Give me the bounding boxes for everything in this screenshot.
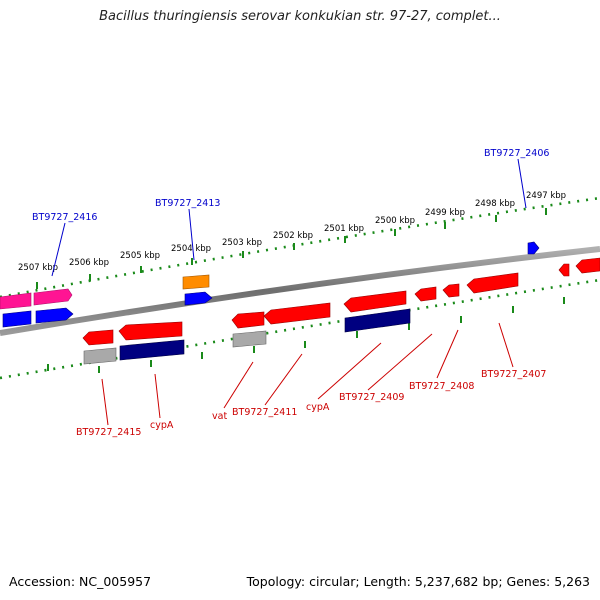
gene-label[interactable]: BT9727_2415	[76, 427, 141, 438]
gene-arrow[interactable]	[558, 263, 570, 277]
topology-text: Topology: circular; Length: 5,237,682 bp…	[246, 574, 590, 589]
tick-label: 2506 kbp	[69, 258, 109, 268]
inner-major-ticks	[47, 297, 565, 373]
gene-arrow[interactable]	[182, 274, 210, 290]
gene-label[interactable]: vat	[212, 411, 227, 422]
tick-label: 2504 kbp	[171, 244, 211, 254]
gene-label[interactable]: BT9727_2411	[232, 407, 297, 418]
tick-label: 2500 kbp	[375, 216, 415, 226]
gene-arrow[interactable]	[184, 291, 213, 306]
gene-arrow[interactable]	[442, 283, 460, 298]
gene-arrow[interactable]	[344, 308, 411, 333]
gene-arrow[interactable]	[118, 321, 183, 341]
tick-label: 2498 kbp	[475, 199, 515, 209]
forward-strand-genes	[0, 241, 540, 328]
gene-label[interactable]: BT9727_2408	[409, 381, 474, 392]
gene-arrow[interactable]	[343, 290, 407, 313]
gene-label[interactable]: BT9727_2413	[155, 198, 220, 209]
top-gene-labels: BT9727_2416 BT9727_2413 BT9727_2406	[32, 148, 549, 223]
gene-arrow[interactable]	[232, 330, 267, 348]
gene-arrow[interactable]	[466, 272, 519, 294]
gene-arrow[interactable]	[263, 302, 331, 325]
gene-arrow[interactable]	[83, 347, 117, 365]
tick-label: 2501 kbp	[324, 224, 364, 234]
bottom-gene-labels: BT9727_2415 cypA vat BT9727_2411 cypA BT…	[76, 369, 546, 438]
gene-arrow[interactable]	[35, 307, 74, 324]
gene-label[interactable]: cypA	[306, 402, 330, 413]
tick-labels: 2507 kbp 2506 kbp 2505 kbp 2504 kbp 2503…	[18, 191, 566, 273]
gene-arrow[interactable]	[82, 329, 114, 346]
gene-arrow[interactable]	[575, 257, 600, 274]
gene-arrow[interactable]	[0, 292, 32, 310]
gene-label[interactable]: BT9727_2407	[481, 369, 546, 380]
tick-label: 2497 kbp	[526, 191, 566, 201]
gene-arrow[interactable]	[2, 310, 32, 328]
gene-arrow[interactable]	[414, 286, 437, 302]
top-leader-lines	[51, 158, 527, 277]
tick-label: 2502 kbp	[273, 231, 313, 241]
tick-label: 2503 kbp	[222, 238, 262, 248]
tick-label: 2499 kbp	[425, 208, 465, 218]
tick-label: 2505 kbp	[120, 251, 160, 261]
reverse-strand-genes	[82, 257, 600, 365]
accession-text: Accession: NC_005957	[9, 574, 152, 589]
gene-label[interactable]: cypA	[150, 420, 174, 431]
gene-arrow[interactable]	[33, 288, 73, 306]
gene-arrow[interactable]	[231, 311, 265, 329]
map-title: Bacillus thuringiensis serovar konkukian…	[99, 9, 501, 24]
outer-major-ticks	[36, 208, 547, 289]
tick-label: 2507 kbp	[18, 263, 58, 273]
genome-backbone	[0, 246, 600, 336]
gene-arrow[interactable]	[527, 241, 540, 255]
gene-label[interactable]: BT9727_2409	[339, 392, 404, 403]
bottom-leader-lines	[101, 322, 514, 426]
gene-arrow[interactable]	[119, 339, 185, 361]
gene-label[interactable]: BT9727_2416	[32, 212, 97, 223]
gene-label[interactable]: BT9727_2406	[484, 148, 549, 159]
